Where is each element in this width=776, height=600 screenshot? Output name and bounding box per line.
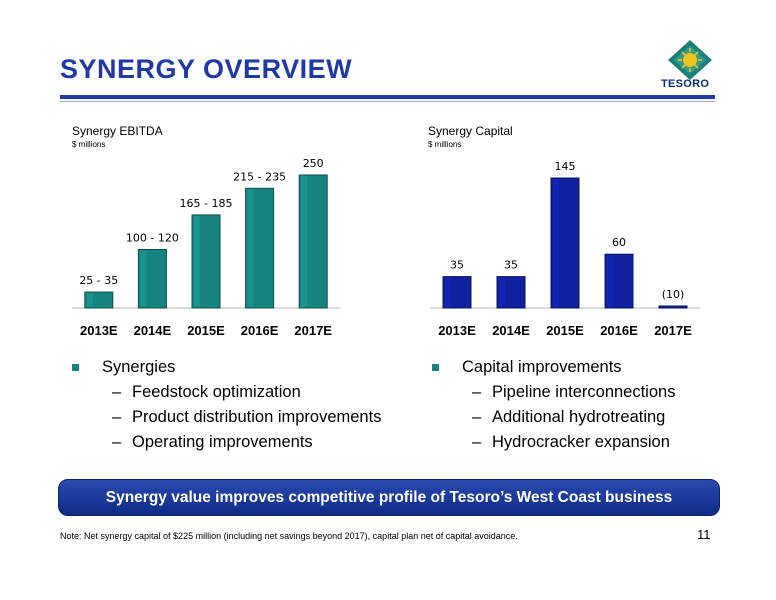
bar-highlight (86, 293, 93, 307)
data-label: 165 - 185 (180, 197, 233, 210)
chart-title-capital: Synergy Capital (428, 124, 513, 138)
bullet-main-text: Capital improvements (462, 358, 622, 376)
data-label: 25 - 35 (79, 274, 118, 287)
category-label: 2016E (241, 323, 279, 338)
category-label: 2016E (600, 323, 638, 338)
data-label: 145 (555, 160, 576, 173)
bar-highlight (140, 250, 147, 307)
dash-icon: – (112, 408, 122, 426)
bar-highlight (194, 215, 200, 307)
dash-icon: – (472, 383, 482, 401)
category-label: 2013E (80, 323, 118, 338)
bullet-sub: – Pipeline interconnections (432, 383, 675, 402)
chart-subtitle-ebitda: $ millions (72, 140, 106, 149)
bar-highlight (553, 179, 559, 307)
bullets-left: Synergies – Feedstock optimization – Produ… (72, 358, 381, 458)
bullet-sub-text: Hydrocracker expansion (492, 433, 670, 451)
logo-text: TESORO (661, 78, 710, 90)
data-label: 215 - 235 (233, 170, 286, 183)
bar-highlight (301, 176, 308, 307)
dash-icon: – (112, 383, 122, 401)
bar (658, 305, 688, 309)
dash-icon: – (472, 408, 482, 426)
bullet-sub: – Product distribution improvements (72, 408, 381, 427)
category-label: 2015E (546, 323, 584, 338)
bullet-sub-text: Product distribution improvements (132, 408, 382, 426)
chart-title-ebitda: Synergy EBITDA (72, 124, 163, 138)
category-label: 2017E (294, 323, 332, 338)
bullet-sub-text: Pipeline interconnections (492, 383, 676, 401)
title-divider (60, 95, 715, 99)
category-label: 2014E (492, 323, 530, 338)
bullet-square-icon (72, 364, 79, 371)
slide-title: SYNERGY OVERVIEW (60, 54, 353, 84)
bullet-main: Capital improvements (432, 358, 675, 377)
bar-highlight (247, 189, 254, 307)
title-divider-thin (60, 101, 715, 102)
key-message-banner: Synergy value improves competitive profi… (58, 479, 720, 516)
dash-icon: – (112, 433, 122, 451)
bullet-sub-text: Operating improvements (132, 433, 313, 451)
bullet-sub-text: Additional hydrotreating (492, 408, 666, 426)
data-label: 60 (612, 236, 626, 249)
bar-highlight (607, 255, 613, 307)
bullet-sub-text: Feedstock optimization (132, 383, 301, 401)
category-label: 2015E (187, 323, 225, 338)
bar-highlight (499, 277, 505, 307)
data-label: 35 (504, 259, 518, 272)
bullet-square-icon (432, 364, 439, 371)
data-label: 35 (450, 259, 464, 272)
data-label: (10) (662, 288, 685, 301)
category-label: 2017E (654, 323, 692, 338)
bullet-main-text: Synergies (102, 358, 176, 376)
data-label: 250 (303, 157, 324, 170)
bar-highlight (445, 277, 451, 307)
data-label: 100 - 120 (126, 231, 179, 244)
footnote: Note: Net synergy capital of $225 millio… (60, 531, 518, 541)
chart-subtitle-capital: $ millions (428, 140, 462, 149)
category-label: 2014E (134, 323, 172, 338)
category-label: 2013E (438, 323, 476, 338)
bullet-sub: – Operating improvements (72, 433, 381, 452)
bullets-right: Capital improvements – Pipeline interconn… (432, 358, 675, 458)
bullet-sub: – Feedstock optimization (72, 383, 381, 402)
bullet-main: Synergies (72, 358, 381, 377)
bullet-sub: – Hydrocracker expansion (432, 433, 675, 452)
tesoro-logo-icon (668, 40, 712, 80)
page-number: 11 (697, 527, 711, 542)
dash-icon: – (472, 433, 482, 451)
bullet-sub: – Additional hydrotreating (432, 408, 675, 427)
